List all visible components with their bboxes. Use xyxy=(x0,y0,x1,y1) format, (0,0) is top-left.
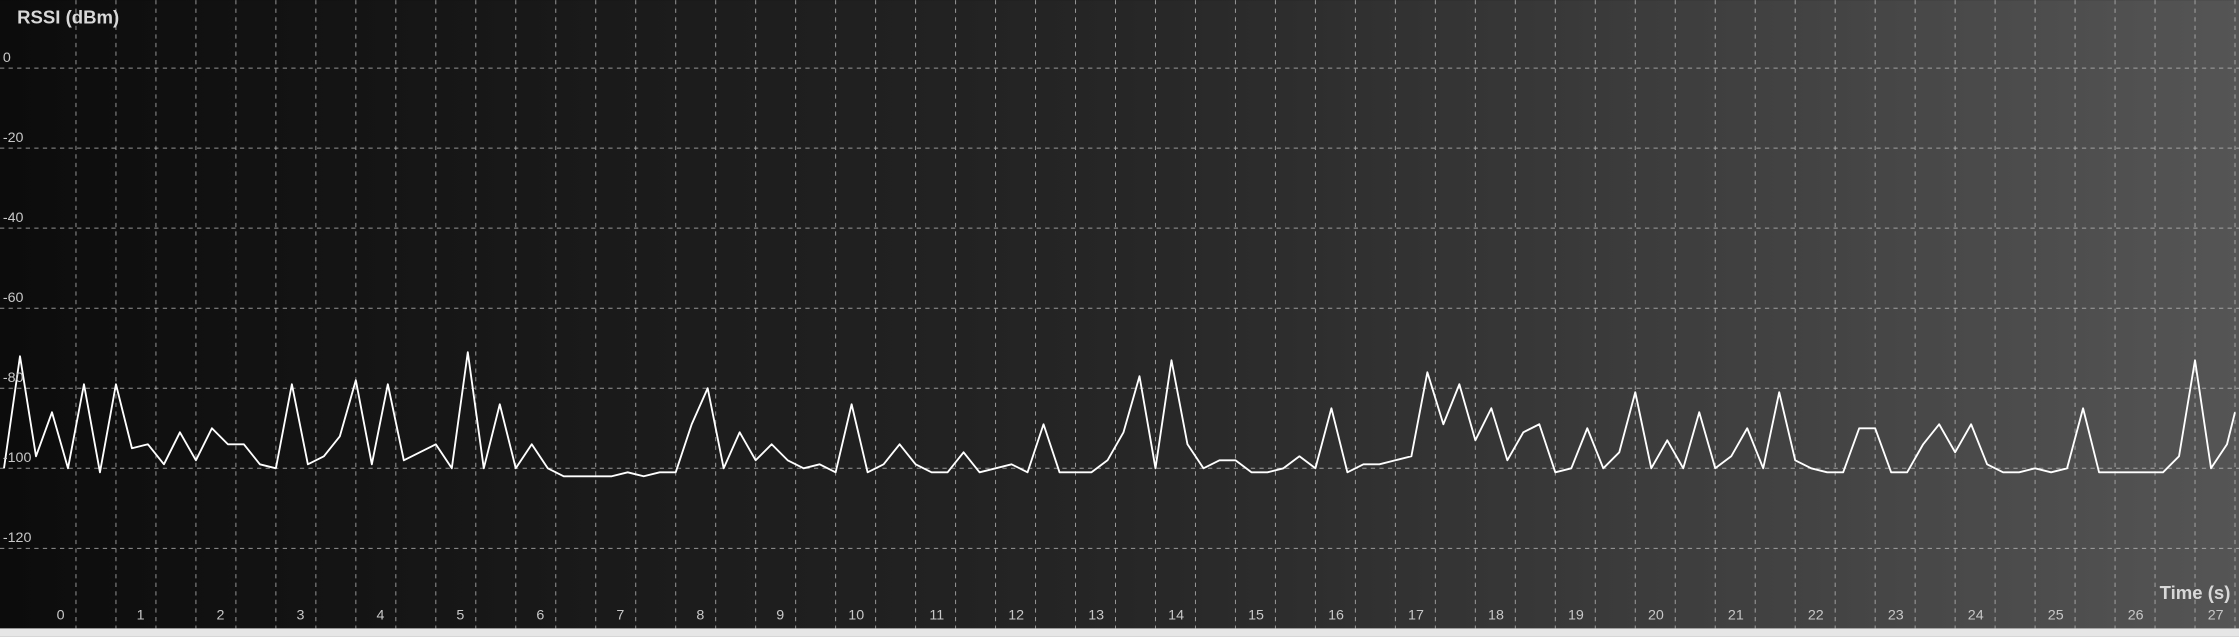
x-tick-label: 19 xyxy=(1568,607,1584,623)
y-tick-label: -20 xyxy=(3,130,24,146)
y-axis-title: RSSI (dBm) xyxy=(17,7,119,28)
y-tick-label: -40 xyxy=(3,210,24,226)
y-tick-label: 0 xyxy=(3,50,11,66)
x-tick-label: 22 xyxy=(1808,607,1824,623)
x-tick-label: 12 xyxy=(1008,607,1024,623)
x-tick-label: 26 xyxy=(2128,607,2144,623)
x-tick-label: 8 xyxy=(696,607,704,623)
y-tick-label: -80 xyxy=(3,370,24,386)
x-tick-label: 1 xyxy=(137,607,145,623)
marks xyxy=(3,351,2236,478)
x-tick-label: 7 xyxy=(616,607,624,623)
x-tick-label: 14 xyxy=(1168,607,1184,623)
x-tick-label: 17 xyxy=(1408,607,1424,623)
rssi-line xyxy=(3,351,2236,478)
x-tick-label: 11 xyxy=(929,607,944,623)
x-tick-label: 4 xyxy=(376,607,384,623)
x-tick-label: 16 xyxy=(1328,607,1344,623)
x-tick-label: 5 xyxy=(456,607,464,623)
y-tick-label: -60 xyxy=(3,290,24,306)
x-axis-title: Time (s) xyxy=(2160,582,2231,603)
y-tick-label: -100 xyxy=(3,450,32,466)
x-tick-label: 6 xyxy=(536,607,544,623)
x-tick-label: 13 xyxy=(1088,607,1104,623)
x-tick-label: 21 xyxy=(1728,607,1744,623)
x-tick-label: 10 xyxy=(848,607,864,623)
x-tick-label: 3 xyxy=(296,607,304,623)
x-tick-label: 23 xyxy=(1888,607,1904,623)
x-tick-label: 24 xyxy=(1968,607,1984,623)
x-tick-label: 27 xyxy=(2208,607,2224,623)
x-tick-label: 18 xyxy=(1488,607,1504,623)
x-tick-label: 0 xyxy=(57,607,65,623)
x-tick-label: 2 xyxy=(217,607,225,623)
y-tick-label: -120 xyxy=(3,530,32,546)
x-tick-label: 25 xyxy=(2048,607,2064,623)
x-tick-label: 20 xyxy=(1648,607,1664,623)
x-tick-label: 9 xyxy=(776,607,784,623)
scrollbar xyxy=(0,628,2239,637)
x-tick-label: 15 xyxy=(1248,607,1264,623)
